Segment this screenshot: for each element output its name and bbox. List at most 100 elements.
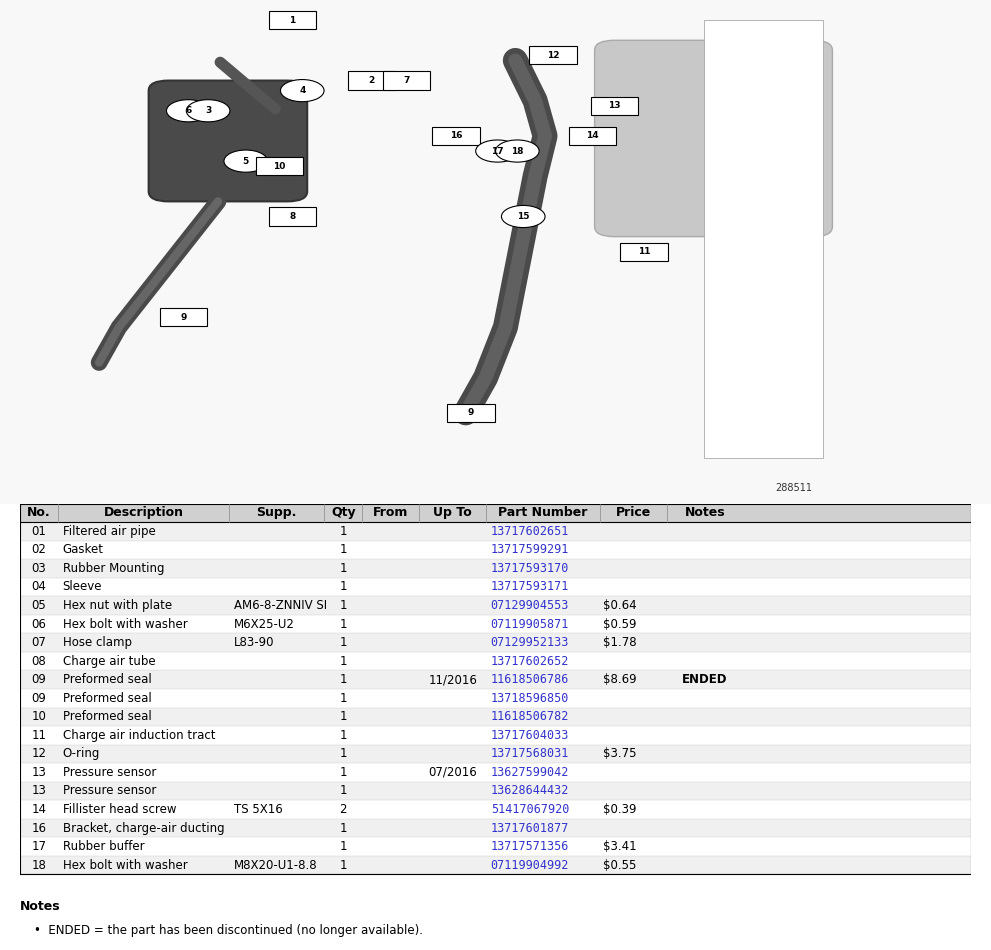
Text: 13717593170: 13717593170 xyxy=(491,561,569,575)
Text: 3: 3 xyxy=(205,106,211,115)
Text: 07129904553: 07129904553 xyxy=(491,599,569,612)
Text: 1: 1 xyxy=(340,599,347,612)
Text: 1: 1 xyxy=(340,636,347,649)
Text: 1: 1 xyxy=(340,840,347,853)
Bar xyxy=(20,578,971,597)
Text: 13717602652: 13717602652 xyxy=(491,655,569,668)
Bar xyxy=(20,745,971,763)
FancyBboxPatch shape xyxy=(529,47,577,65)
Bar xyxy=(20,560,971,578)
FancyBboxPatch shape xyxy=(595,40,832,237)
FancyBboxPatch shape xyxy=(269,11,316,29)
Text: M6X25-U2: M6X25-U2 xyxy=(234,618,294,631)
Text: Up To: Up To xyxy=(433,506,472,520)
Text: 13627599042: 13627599042 xyxy=(491,766,569,779)
Text: 11/2016: 11/2016 xyxy=(428,674,477,686)
Text: 05: 05 xyxy=(32,599,47,612)
Text: Notes: Notes xyxy=(20,901,60,913)
Text: 13718596850: 13718596850 xyxy=(491,692,569,705)
Text: 08: 08 xyxy=(32,655,47,668)
Text: $8.69: $8.69 xyxy=(603,674,636,686)
Text: $0.64: $0.64 xyxy=(603,599,636,612)
Text: Rubber buffer: Rubber buffer xyxy=(62,840,145,853)
Text: O-ring: O-ring xyxy=(62,748,100,760)
Text: 51417067920: 51417067920 xyxy=(491,803,569,816)
Text: 07119905871: 07119905871 xyxy=(491,618,569,631)
Bar xyxy=(20,522,971,541)
Bar xyxy=(20,634,971,652)
Text: 1: 1 xyxy=(340,692,347,705)
Text: $0.59: $0.59 xyxy=(603,618,636,631)
Bar xyxy=(20,597,971,615)
Text: 1: 1 xyxy=(340,580,347,594)
Bar xyxy=(20,708,971,726)
Text: 01: 01 xyxy=(32,524,47,538)
Text: Hex bolt with washer: Hex bolt with washer xyxy=(62,859,187,872)
Circle shape xyxy=(186,100,230,122)
Text: 13717571356: 13717571356 xyxy=(491,840,569,853)
Circle shape xyxy=(476,140,519,162)
Circle shape xyxy=(280,80,324,102)
FancyBboxPatch shape xyxy=(591,97,638,115)
Bar xyxy=(20,726,971,745)
Text: 13717599291: 13717599291 xyxy=(491,543,569,557)
Text: ENDED: ENDED xyxy=(682,674,727,686)
Bar xyxy=(20,652,971,671)
Text: 1: 1 xyxy=(340,561,347,575)
Text: Fillister head screw: Fillister head screw xyxy=(62,803,176,816)
Text: 11: 11 xyxy=(32,729,47,742)
Bar xyxy=(20,541,971,560)
Text: 15: 15 xyxy=(517,212,529,221)
FancyBboxPatch shape xyxy=(160,308,207,326)
Text: Rubber Mounting: Rubber Mounting xyxy=(62,561,165,575)
Text: 1: 1 xyxy=(340,859,347,872)
Text: 07119904992: 07119904992 xyxy=(491,859,569,872)
Text: 03: 03 xyxy=(32,561,47,575)
Text: 09: 09 xyxy=(32,692,47,705)
Text: 11: 11 xyxy=(638,247,650,256)
Text: 1: 1 xyxy=(340,766,347,779)
Text: Hex bolt with washer: Hex bolt with washer xyxy=(62,618,187,631)
Text: 06: 06 xyxy=(32,618,47,631)
Text: Part Number: Part Number xyxy=(498,506,588,520)
Text: 16: 16 xyxy=(32,822,47,835)
Text: 13717602651: 13717602651 xyxy=(491,524,569,538)
Text: 1: 1 xyxy=(340,748,347,760)
FancyBboxPatch shape xyxy=(348,71,395,89)
Circle shape xyxy=(224,150,268,172)
Text: 1: 1 xyxy=(340,618,347,631)
Text: 1: 1 xyxy=(340,524,347,538)
Bar xyxy=(20,763,971,782)
Text: 07129952133: 07129952133 xyxy=(491,636,569,649)
Text: 1: 1 xyxy=(340,711,347,723)
Text: Description: Description xyxy=(103,506,183,520)
Text: 2: 2 xyxy=(340,803,347,816)
Text: Preformed seal: Preformed seal xyxy=(62,711,152,723)
Text: TS 5X16: TS 5X16 xyxy=(234,803,282,816)
Text: 13628644432: 13628644432 xyxy=(491,785,569,797)
Text: 13717601877: 13717601877 xyxy=(491,822,569,835)
Text: $0.39: $0.39 xyxy=(603,803,636,816)
Text: •  ENDED = the part has been discontinued (no longer available).: • ENDED = the part has been discontinued… xyxy=(34,923,423,937)
Text: Sleeve: Sleeve xyxy=(62,580,102,594)
Text: 02: 02 xyxy=(32,543,47,557)
Bar xyxy=(20,504,971,522)
Text: $3.75: $3.75 xyxy=(603,748,636,760)
Text: 11618506786: 11618506786 xyxy=(491,674,569,686)
Text: Supp.: Supp. xyxy=(257,506,297,520)
Text: AM6-8-ZNNIV SI: AM6-8-ZNNIV SI xyxy=(234,599,327,612)
Text: 12: 12 xyxy=(32,748,47,760)
Text: 1: 1 xyxy=(340,729,347,742)
Text: 6: 6 xyxy=(185,106,191,115)
Text: From: From xyxy=(374,506,408,520)
Text: 9: 9 xyxy=(468,408,474,417)
Text: 10: 10 xyxy=(274,162,285,171)
Text: Preformed seal: Preformed seal xyxy=(62,692,152,705)
Text: 17: 17 xyxy=(492,146,503,156)
FancyBboxPatch shape xyxy=(149,81,307,201)
Text: 11618506782: 11618506782 xyxy=(491,711,569,723)
Text: 1: 1 xyxy=(340,674,347,686)
Text: 1: 1 xyxy=(340,822,347,835)
Text: 13717604033: 13717604033 xyxy=(491,729,569,742)
Text: 4: 4 xyxy=(299,86,305,95)
